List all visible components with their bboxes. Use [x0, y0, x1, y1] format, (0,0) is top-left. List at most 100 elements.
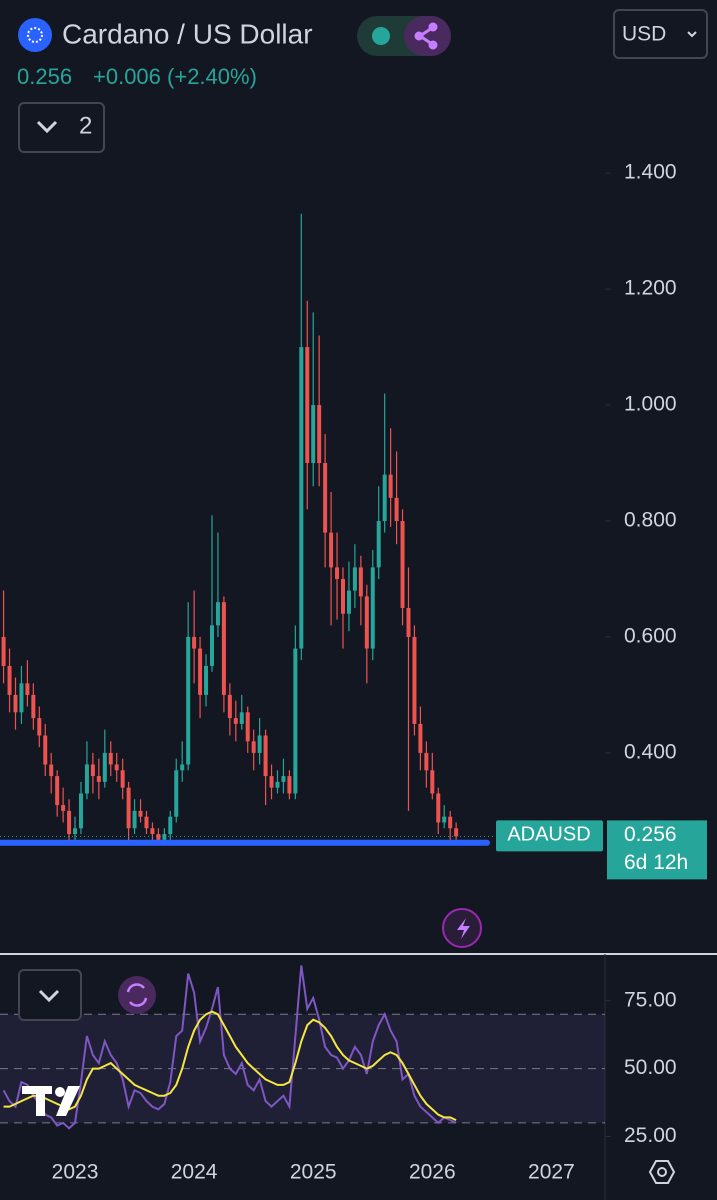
candle-body: [90, 764, 95, 777]
candle-body: [108, 752, 113, 765]
candle-body: [329, 532, 334, 568]
candle-body: [168, 816, 173, 835]
candle-body: [323, 463, 328, 533]
candle-body: [305, 347, 310, 464]
candle-body: [192, 636, 197, 649]
price-badge-countdown: 6d 12h: [624, 851, 688, 874]
candle-body: [96, 776, 101, 782]
coin-logo-mark: [27, 27, 43, 43]
candle-body: [67, 810, 72, 835]
candle-body: [227, 694, 232, 719]
candle-body: [19, 683, 24, 713]
currency-select[interactable]: [613, 9, 708, 59]
candle-body: [126, 787, 131, 829]
candle-body: [275, 781, 280, 788]
collapse-indicators[interactable]: [18, 102, 105, 153]
candle-body: [424, 752, 429, 771]
candle-body: [257, 735, 262, 753]
candle-body: [251, 741, 256, 753]
candle-body: [287, 776, 292, 794]
x-tick-label: 2026: [409, 1161, 456, 1184]
candle-body: [7, 665, 12, 695]
price-change: +0.006 (+2.40%): [93, 64, 257, 89]
candle-body: [13, 694, 18, 713]
candle-body: [102, 752, 107, 782]
candle-body: [120, 770, 125, 788]
x-tick-label: 2025: [290, 1161, 337, 1184]
candle-body: [233, 718, 238, 724]
y-tick-label: 1.400: [624, 161, 677, 184]
y-tick-label: 0.800: [624, 509, 677, 532]
candle-body: [221, 602, 226, 695]
indicator-count[interactable]: 2: [79, 112, 92, 139]
y-tick-label: 0.400: [624, 740, 677, 763]
price-badge: [607, 820, 707, 880]
candle-body: [317, 405, 322, 464]
candle-body: [73, 828, 78, 835]
header-price: 0.256: [17, 64, 72, 89]
tradingview-logo: [22, 1086, 80, 1116]
candle-body: [138, 810, 143, 817]
refresh-button[interactable]: [118, 976, 156, 1014]
x-tick-label: 2024: [171, 1161, 218, 1184]
candle-body: [204, 665, 209, 695]
candle-body: [346, 590, 351, 614]
refresh-icon: [126, 983, 148, 1007]
rsi-tick-label: 75.00: [624, 988, 677, 1011]
candle-body: [382, 474, 387, 522]
lightning-icon: [457, 918, 470, 939]
rsi-line: [2, 965, 457, 1130]
candle-body: [370, 567, 375, 649]
pane-chevron: [38, 989, 60, 1003]
candle-body: [340, 578, 345, 614]
currency-label[interactable]: USD: [622, 23, 666, 46]
candle-body: [418, 723, 423, 753]
candle-body: [358, 567, 363, 597]
price-badge-value: 0.256: [624, 823, 677, 846]
candle-body: [1, 636, 6, 666]
candle-body: [406, 607, 411, 637]
rsi-pane: 25.00 50.00 75.00: [0, 965, 677, 1147]
candle-body: [180, 764, 185, 771]
symbol-badge: [496, 820, 603, 852]
candle-body: [376, 521, 381, 568]
rsi-tick-label: 50.00: [624, 1056, 677, 1079]
candle-body: [335, 567, 340, 579]
symbol-title: Cardano / US Dollar: [62, 18, 313, 49]
share-icon[interactable]: [414, 22, 438, 50]
candle-body: [448, 816, 453, 829]
candle-body: [37, 718, 42, 736]
candle-body: [352, 567, 357, 591]
candle-body: [186, 636, 191, 765]
candle-body: [132, 810, 137, 829]
candle-body: [174, 770, 179, 817]
collapse-chevron: [36, 120, 58, 134]
toggle-right[interactable]: [404, 16, 451, 56]
candle-body: [209, 625, 214, 666]
candle-body: [263, 735, 268, 777]
candle-body: [293, 648, 298, 794]
candle-body: [394, 497, 399, 522]
candle-body: [25, 683, 30, 695]
candle-body: [364, 596, 369, 649]
candle-body: [430, 770, 435, 794]
collapse-pane[interactable]: [18, 969, 82, 1021]
candle-body: [156, 834, 161, 840]
y-tick-label: 0.600: [624, 625, 677, 648]
candle-body: [31, 694, 36, 719]
currency-caret: [687, 31, 697, 38]
candle-body: [144, 816, 149, 829]
rsi-tick-label: 25.00: [624, 1124, 677, 1147]
symbol-badge-label: ADAUSD: [507, 824, 590, 846]
status-dot: [372, 27, 390, 45]
candle-body: [299, 347, 304, 649]
candle-body: [454, 828, 459, 837]
rsi-average-line: [3, 1010, 457, 1122]
candle-body: [162, 834, 167, 840]
candle-body: [49, 764, 54, 777]
candle-body: [400, 521, 405, 608]
candle-body: [78, 793, 83, 829]
settings-icon[interactable]: [648, 1160, 676, 1184]
